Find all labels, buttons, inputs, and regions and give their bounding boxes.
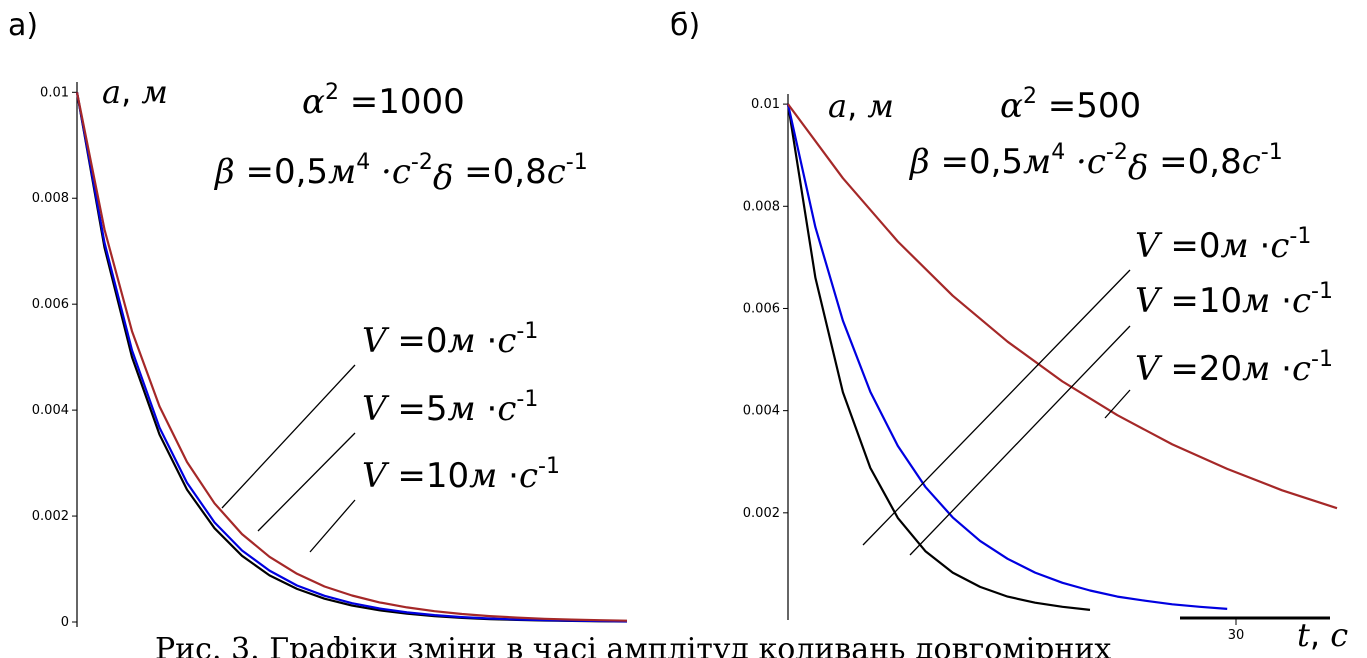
- beta-delta-params: β =0,5м4 ·c-2δ =0,8c-1: [908, 140, 1283, 188]
- series-label-2: V =20м ·c-1: [1135, 347, 1333, 389]
- y-tick-label: 0.006: [743, 301, 780, 316]
- pointer-line-1: [257, 432, 356, 532]
- pointer-line-0: [862, 269, 1131, 546]
- alpha-param: α2 =500: [1000, 84, 1141, 126]
- y-tick-label: 0.01: [40, 85, 69, 100]
- series-label-2: V =10м ·c-1: [362, 454, 560, 496]
- y-tick-label: 0.004: [743, 404, 780, 419]
- figure-caption: Рис. 3. Графіки зміни в часі амплітуд ко…: [155, 632, 1112, 658]
- series-line-1: [75, 92, 628, 623]
- series-line-1: [786, 103, 1228, 610]
- series-label-1: V =5м ·c-1: [362, 387, 538, 429]
- y-tick-label: 0.006: [32, 297, 69, 312]
- pointer-line-2: [1104, 389, 1131, 419]
- x-tick-label: 30: [1228, 628, 1245, 643]
- beta-delta-params: β =0,5м4 ·c-2δ =0,8c-1: [213, 150, 588, 198]
- panel-label-b: б): [670, 8, 701, 43]
- pointer-line-2: [309, 499, 356, 553]
- y-tick-label: 0.008: [32, 191, 69, 206]
- pointer-line-1: [909, 325, 1131, 556]
- x-axis-label: t, c: [1297, 616, 1348, 654]
- y-tick-label: 0.002: [32, 509, 69, 524]
- y-axis-label: a, м: [102, 73, 168, 111]
- y-tick-label: 0.01: [751, 97, 780, 112]
- y-tick-label: 0.004: [32, 403, 69, 418]
- series-line-0: [786, 103, 1091, 611]
- series-line-2: [787, 103, 1338, 510]
- series-line-2: [75, 92, 628, 622]
- y-axis-label: a, м: [828, 87, 894, 125]
- series-label-1: V =10м ·c-1: [1135, 279, 1333, 321]
- series-label-0: V =0м ·c-1: [362, 319, 538, 361]
- y-tick-label: 0.008: [743, 199, 780, 214]
- y-tick-label: 0.002: [743, 506, 780, 521]
- chart-b: 0.01 0.008 0.006 0.004 0.002 30 t, c a, м α2 =50…: [743, 84, 1348, 654]
- chart-a: 0.01 0.008 0.006 0.004 0.002 0 a, м α2 =1000 β =…: [32, 73, 628, 630]
- panel-label-a: а): [8, 8, 39, 43]
- series-label-0: V =0м ·c-1: [1135, 224, 1311, 266]
- pointer-line-0: [221, 364, 356, 509]
- alpha-param: α2 =1000: [302, 80, 465, 122]
- y-tick-label: 0: [61, 615, 69, 630]
